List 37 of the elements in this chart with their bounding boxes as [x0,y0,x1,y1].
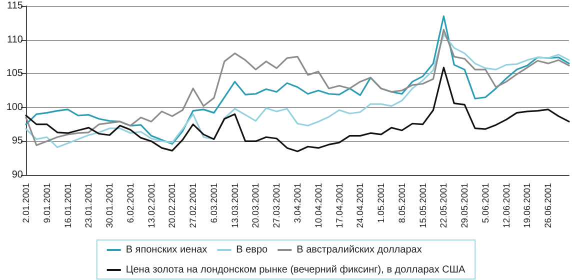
y-tick-label: 115 [7,0,24,12]
x-tick-label: 19.06.2001 [522,183,532,228]
x-tick-label: 17.04.2001 [334,183,344,228]
y-tick-label: 95 [12,136,24,147]
y-tick-label: 110 [7,34,24,46]
x-tick-label: 1.05.2001 [376,183,386,224]
line-series [25,66,570,152]
x-tick-label: 15.05.2001 [418,183,428,228]
x-tick-label: 30.01.2001 [104,183,115,228]
y-tick-label: 105 [6,68,24,80]
x-tick-label: 27.02.2001 [188,183,198,228]
x-tick-label: 22.05.2001 [438,183,449,228]
y-tick-label: 90 [12,170,24,180]
x-tick-label: 29.05.2001 [460,183,470,228]
x-tick-label: 16.01.2001 [62,183,73,228]
x-tick-label: 3.04.2001 [292,183,302,224]
x-tick-label: 6.03.2001 [208,183,219,224]
x-tick-label: 6.02.2001 [125,183,136,224]
x-tick-label: 8.05.2001 [396,183,407,224]
x-tick-label: 24.04.2001 [355,183,366,228]
x-tick-label: 10.04.2001 [313,183,324,228]
y-tick-label: 100 [6,102,24,113]
x-tick-label: 20.02.2001 [167,183,178,228]
x-tick-label: 26.06.2001 [543,183,554,228]
x-tick-label: 13.02.2001 [146,183,156,228]
x-tick-label: 20.03.2001 [250,183,261,228]
legend-label: В австралийских долларах [296,244,422,256]
legend-label: В японских иенах [126,244,208,256]
x-tick-label: 12.06.2001 [501,183,512,228]
x-tick-label: 27.03.2001 [272,183,282,228]
x-tick-label: 9.01.2001 [42,183,52,224]
x-tick-label: 23.01.2001 [84,183,94,228]
legend-label: Цена золота на лондонском рынке (вечерний фиксинг), в долларах США [126,264,466,276]
x-tick-label: 13.03.2001 [230,183,240,228]
legend-label: В евро [236,244,268,256]
x-tick-label: 5.06.2001 [480,183,490,224]
x-tick-label: 2.01.2001 [21,183,31,224]
